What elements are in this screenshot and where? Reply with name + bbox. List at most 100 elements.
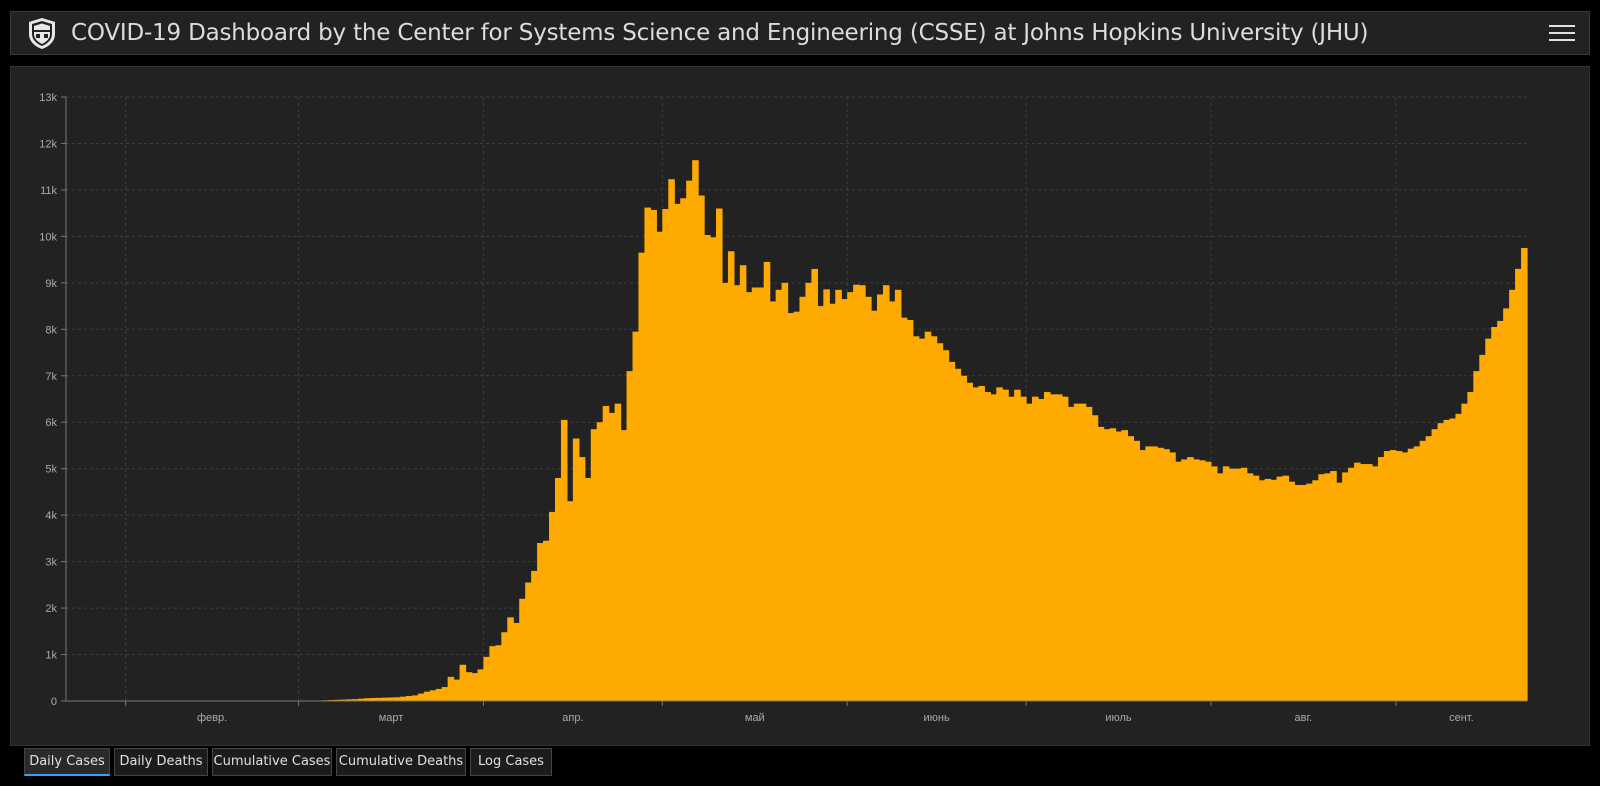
data-bar [1479,354,1486,701]
data-bar [1079,403,1087,701]
tab-cumulative-deaths[interactable]: Cumulative Deaths [336,748,466,776]
page-title: COVID-19 Dashboard by the Center for Sys… [71,20,1369,46]
data-bar [1139,450,1146,701]
data-bar [340,699,347,701]
data-bar [1348,467,1355,701]
data-bar [1437,423,1445,701]
data-bar [686,180,693,701]
data-bar [1073,403,1081,701]
data-bar [1133,440,1140,701]
data-bar [1008,396,1015,701]
data-bar [1365,464,1373,701]
data-bar [984,392,991,701]
data-bar [614,403,622,701]
data-bar [853,284,860,701]
data-bar [596,422,604,701]
data-bar [531,570,538,701]
data-bar [620,430,628,701]
data-bar [668,179,675,701]
data-bar [399,696,407,701]
data-bar [1061,396,1069,701]
data-bar [781,282,789,701]
data-bar [888,301,896,701]
data-bar [1401,452,1409,701]
data-bar [1067,406,1075,701]
data-bar [775,289,783,701]
data-bar [1383,451,1391,701]
data-bar [1515,268,1522,701]
data-bar [1467,392,1474,701]
tab-cumulative-cases[interactable]: Cumulative Cases [212,748,332,776]
x-tick-label: март [379,712,404,724]
data-bar [632,331,640,701]
data-bar [459,664,467,701]
data-bar [727,251,735,701]
data-bar [1377,457,1385,701]
dashboard-header: COVID-19 Dashboard by the Center for Sys… [10,11,1590,55]
data-bar [435,688,443,701]
data-bar [739,265,747,701]
data-bar [662,208,669,701]
data-bar [1294,484,1301,701]
data-bar [1276,476,1284,701]
data-bar [608,412,616,701]
data-bar [978,385,985,701]
data-bar [1425,436,1433,701]
data-bar [393,697,401,701]
chart-panel: 0 1k 2k 3k 4k 5k 6k 7k 8k 9k 10k 11k 12k 13k февр. март… [10,66,1590,746]
data-bar [930,336,938,701]
data-bar [1002,389,1009,701]
data-bar [376,697,383,701]
data-bar [1097,426,1105,701]
data-bar [972,387,979,701]
data-bar [1503,308,1510,701]
data-bar [1443,419,1451,701]
data-bar [352,699,359,701]
data-bar [549,511,556,701]
tab-log-cases[interactable]: Log Cases [470,748,552,776]
data-bar [1020,396,1027,701]
data-bar [1043,392,1051,701]
data-bar [1449,418,1457,701]
data-bar [1157,447,1164,701]
data-bar [1491,326,1498,701]
data-bar [829,303,836,701]
data-bar [721,282,729,701]
data-bar [674,203,681,702]
data-bar [543,540,550,701]
data-bar [1038,399,1045,701]
data-bar [948,361,956,701]
data-bar [871,310,878,701]
data-bar [1521,248,1528,701]
data-bar [817,306,824,701]
data-bar [554,477,562,701]
data-bar [572,438,580,701]
data-bar [471,673,479,701]
data-bar [1252,475,1260,701]
data-bar [918,338,926,701]
data-bar [936,343,944,701]
data-bar [805,282,812,701]
data-bar [501,632,508,701]
data-bar [650,209,657,701]
data-bar [1312,480,1319,701]
data-bar [912,336,920,701]
data-bar [638,252,646,701]
data-bar [1210,466,1218,701]
tab-daily-cases[interactable]: Daily Cases [24,748,110,776]
data-bar [489,646,496,701]
x-tick-label: июнь [923,712,949,724]
data-bar [859,285,866,701]
data-bar [334,699,341,701]
data-bar [1264,478,1272,701]
jhu-shield-icon [29,18,55,49]
data-bar [441,687,449,701]
data-bar [835,289,842,701]
data-bar [1270,479,1278,701]
hamburger-menu-icon[interactable] [1549,21,1575,45]
data-bar [1509,289,1516,701]
tab-daily-deaths[interactable]: Daily Deaths [114,748,208,776]
data-bar [626,371,634,701]
data-bar [566,501,574,701]
data-bar [590,429,598,701]
